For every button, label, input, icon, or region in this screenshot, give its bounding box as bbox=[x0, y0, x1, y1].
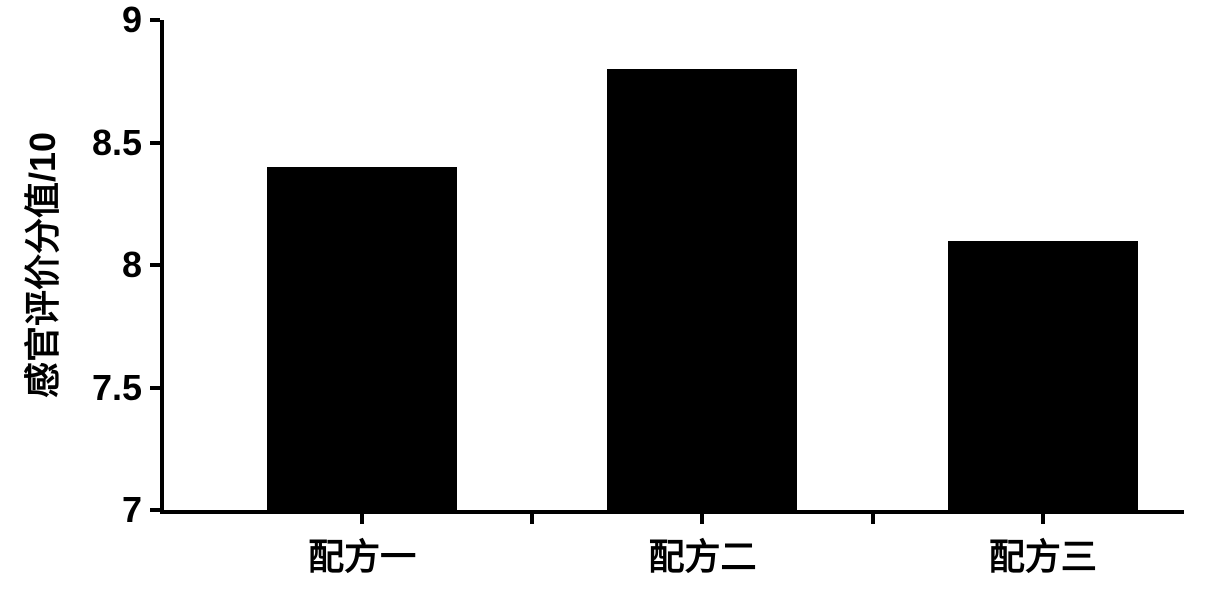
y-tick-label: 8 bbox=[0, 244, 142, 286]
y-tick-label: 9 bbox=[0, 0, 142, 41]
bar bbox=[607, 69, 797, 510]
bar-chart: 感官评价分值/10 77.588.59配方一配方二配方三 bbox=[0, 0, 1208, 600]
x-tick-label: 配方三 bbox=[893, 528, 1193, 580]
x-tick-mark bbox=[700, 514, 704, 524]
y-tick-mark bbox=[150, 263, 160, 267]
y-tick-mark bbox=[150, 18, 160, 22]
x-minor-tick-mark bbox=[530, 514, 534, 524]
x-tick-label: 配方二 bbox=[552, 528, 852, 580]
y-tick-label: 7 bbox=[0, 489, 142, 531]
y-tick-mark bbox=[150, 141, 160, 145]
x-tick-mark bbox=[1041, 514, 1045, 524]
x-minor-tick-mark bbox=[871, 514, 875, 524]
x-tick-mark bbox=[360, 514, 364, 524]
y-tick-label: 7.5 bbox=[0, 367, 142, 409]
x-tick-label: 配方一 bbox=[212, 528, 512, 580]
bar bbox=[948, 241, 1138, 511]
bar bbox=[267, 167, 457, 510]
y-tick-mark bbox=[150, 386, 160, 390]
y-tick-label: 8.5 bbox=[0, 122, 142, 164]
y-tick-mark bbox=[150, 508, 160, 512]
